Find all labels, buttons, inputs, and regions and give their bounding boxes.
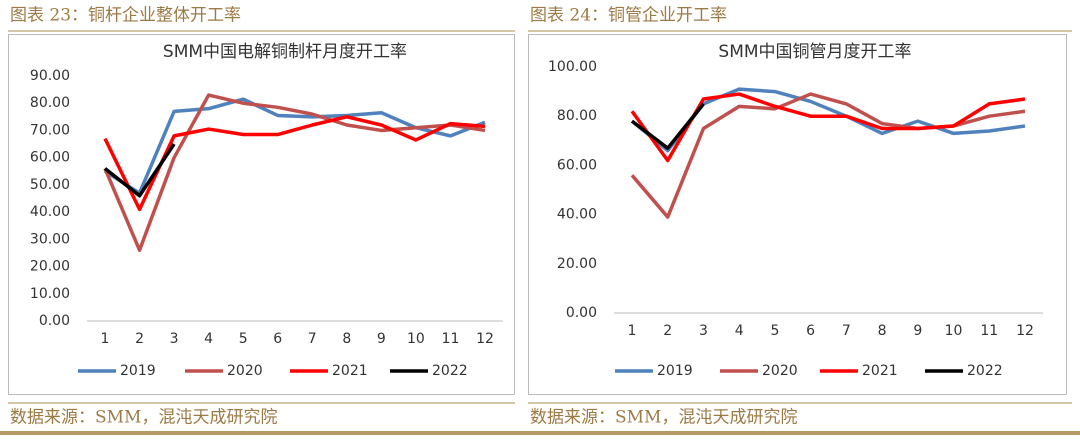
x-tick-label: 2 <box>135 331 144 347</box>
y-tick-label: 80.00 <box>557 108 597 124</box>
x-tick-label: 8 <box>878 323 887 339</box>
chart-frame <box>528 34 1067 395</box>
series-line <box>103 115 486 212</box>
y-tick-label: 10.00 <box>30 286 70 302</box>
legend-label: 2022 <box>967 363 1003 379</box>
y-tick-label: 0.00 <box>566 305 597 321</box>
x-tick-label: 6 <box>806 323 815 339</box>
y-tick-label: 60.00 <box>30 150 70 166</box>
x-tick-label: 3 <box>699 323 708 339</box>
x-tick-label: 4 <box>204 331 213 347</box>
x-tick-label: 10 <box>945 323 963 339</box>
legend-label: 2020 <box>227 363 263 379</box>
x-tick-label: 9 <box>913 323 922 339</box>
x-tick-label: 11 <box>442 331 460 347</box>
x-tick-label: 11 <box>980 323 998 339</box>
x-tick-label: 10 <box>407 331 425 347</box>
legend-label: 2021 <box>862 363 898 379</box>
chart-title: SMM中国铜管月度开工率 <box>718 42 911 62</box>
y-tick-label: 60.00 <box>557 157 597 173</box>
y-tick-label: 70.00 <box>30 122 70 138</box>
y-tick-label: 40.00 <box>557 207 597 223</box>
x-tick-label: 1 <box>101 331 110 347</box>
series-line <box>630 102 705 150</box>
legend-label: 2020 <box>762 363 798 379</box>
y-tick-label: 80.00 <box>30 95 70 111</box>
series-line <box>630 92 1026 219</box>
series-line <box>630 92 1026 163</box>
x-tick-label: 1 <box>628 323 637 339</box>
y-tick-label: 40.00 <box>30 204 70 220</box>
legend-label: 2022 <box>432 363 468 379</box>
x-tick-label: 12 <box>476 331 494 347</box>
x-tick-label: 5 <box>239 331 248 347</box>
legend-label: 2019 <box>120 363 156 379</box>
chart-title: SMM中国电解铜制杆月度开工率 <box>163 42 407 62</box>
x-tick-label: 5 <box>770 323 779 339</box>
y-tick-label: 20.00 <box>557 256 597 272</box>
y-tick-label: 0.00 <box>39 313 70 329</box>
legend-label: 2021 <box>332 363 368 379</box>
y-tick-label: 30.00 <box>30 231 70 247</box>
series-line <box>103 143 176 198</box>
x-tick-label: 7 <box>308 331 317 347</box>
chart-frame <box>8 34 515 395</box>
series-line <box>103 93 486 252</box>
x-tick-label: 6 <box>273 331 282 347</box>
x-tick-label: 2 <box>663 323 672 339</box>
series-line <box>104 97 486 195</box>
y-tick-label: 100.00 <box>548 59 597 75</box>
x-tick-label: 4 <box>735 323 744 339</box>
figure-caption: 图表 23：铜杆企业整体开工率 <box>10 6 241 26</box>
y-tick-label: 20.00 <box>30 259 70 275</box>
x-tick-label: 9 <box>377 331 386 347</box>
x-tick-label: 7 <box>842 323 851 339</box>
figure-caption: 图表 24：铜管企业开工率 <box>530 6 727 26</box>
y-tick-label: 90.00 <box>30 68 70 84</box>
legend-label: 2019 <box>657 363 693 379</box>
x-tick-label: 12 <box>1016 323 1034 339</box>
source-note: 数据来源：SMM，混沌天成研究院 <box>530 408 797 428</box>
x-tick-label: 3 <box>170 331 179 347</box>
x-tick-label: 8 <box>342 331 351 347</box>
y-tick-label: 50.00 <box>30 177 70 193</box>
source-note: 数据来源：SMM，混沌天成研究院 <box>10 408 277 428</box>
